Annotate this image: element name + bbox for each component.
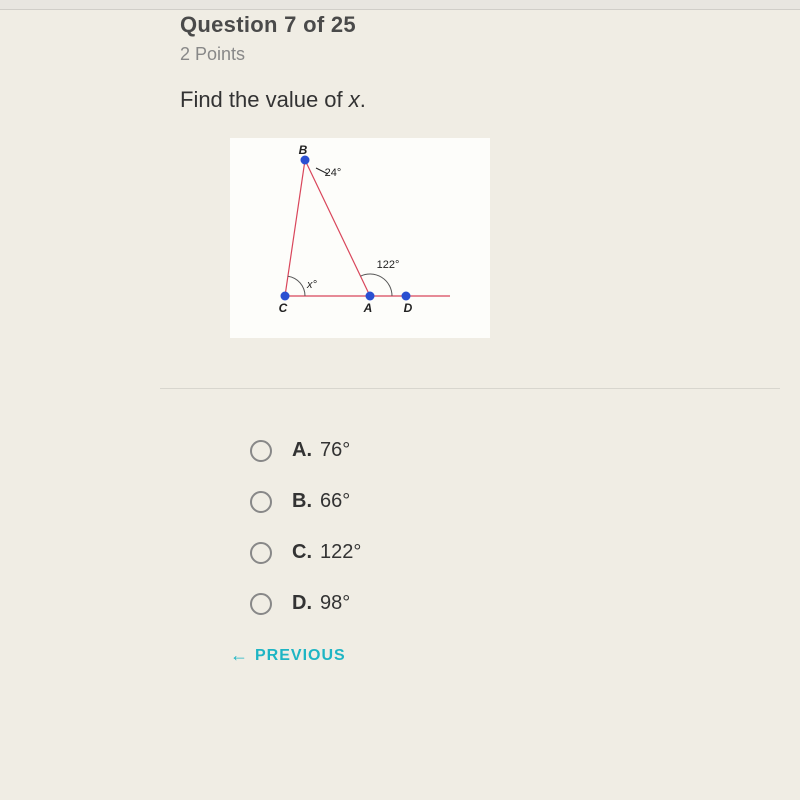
question-prompt: Find the value of x. — [180, 87, 800, 113]
question-content: Question 7 of 25 2 Points Find the value… — [0, 12, 800, 666]
answer-option-b[interactable]: B. 66° — [250, 490, 800, 513]
radio-icon — [250, 593, 272, 615]
svg-text:24°: 24° — [325, 167, 342, 179]
answer-value: 76° — [320, 439, 350, 462]
answer-value: 66° — [320, 490, 350, 513]
answer-letter: C. — [292, 541, 312, 564]
svg-text:x°: x° — [306, 279, 318, 291]
arrow-left-icon: ← — [230, 645, 249, 666]
answer-value: 122° — [320, 541, 361, 564]
previous-label: PREVIOUS — [255, 647, 346, 665]
answer-option-a[interactable]: A. 76° — [250, 439, 800, 462]
prompt-variable: x — [349, 87, 360, 112]
answer-value: 98° — [320, 592, 350, 615]
section-divider — [160, 388, 780, 389]
answer-letter: B. — [292, 490, 312, 513]
radio-icon — [250, 440, 272, 462]
svg-text:122°: 122° — [377, 259, 400, 271]
svg-text:A: A — [363, 301, 373, 315]
answer-list: A. 76° B. 66° C. 122° D. 98° — [250, 439, 800, 615]
radio-icon — [250, 542, 272, 564]
svg-text:C: C — [279, 301, 288, 315]
points-label: 2 Points — [180, 44, 800, 65]
prompt-before: Find the value of — [180, 87, 349, 112]
answer-letter: D. — [292, 592, 312, 615]
triangle-figure: B C A D 24° x° 122° — [230, 138, 490, 338]
previous-button[interactable]: ← PREVIOUS — [230, 645, 800, 666]
answer-letter: A. — [292, 439, 312, 462]
answer-option-d[interactable]: D. 98° — [250, 592, 800, 615]
svg-text:B: B — [299, 143, 308, 157]
question-number: Question 7 of 25 — [180, 12, 800, 38]
prompt-after: . — [360, 87, 366, 112]
top-bar — [0, 0, 800, 10]
triangle-svg: B C A D 24° x° 122° — [230, 138, 490, 338]
answer-option-c[interactable]: C. 122° — [250, 541, 800, 564]
radio-icon — [250, 491, 272, 513]
svg-text:D: D — [404, 301, 413, 315]
